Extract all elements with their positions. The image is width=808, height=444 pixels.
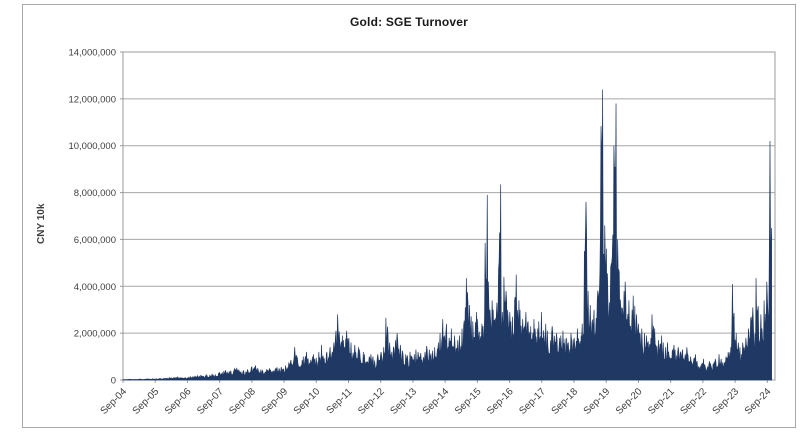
y-tick-label: 0 — [111, 376, 116, 387]
x-tick-label: Sep-21 — [646, 386, 677, 417]
x-tick-label: Sep-15 — [453, 386, 484, 417]
turnover-series — [122, 89, 772, 381]
y-tick-label: 6,000,000 — [74, 235, 116, 246]
y-tick-label: 4,000,000 — [74, 282, 116, 293]
y-tick-label: 14,000,000 — [68, 48, 116, 59]
x-tick-label: Sep-05 — [131, 386, 162, 417]
x-tick-label: Sep-20 — [614, 386, 645, 417]
x-tick-label: Sep-17 — [517, 386, 548, 417]
x-tick-label: Sep-22 — [678, 386, 709, 417]
chart-figure: Gold: SGE Turnover — [22, 4, 796, 428]
x-tick-label: Sep-24 — [743, 386, 774, 417]
x-tick-label: Sep-14 — [421, 386, 452, 417]
y-tick-label: 8,000,000 — [74, 188, 116, 199]
x-tick-label: Sep-13 — [388, 386, 419, 417]
chart-title: Gold: SGE Turnover — [349, 15, 469, 29]
x-tick-label: Sep-18 — [550, 386, 581, 417]
y-tick-label: 10,000,000 — [68, 141, 116, 152]
x-tick-label: Sep-10 — [292, 386, 323, 417]
x-tick-label: Sep-12 — [356, 386, 387, 417]
plot-border — [122, 51, 776, 381]
x-tick-label: Sep-16 — [485, 386, 516, 417]
y-tick-label: 12,000,000 — [68, 94, 116, 105]
x-tick-label: Sep-07 — [195, 386, 226, 417]
x-tick-label: Sep-19 — [582, 386, 613, 417]
x-tick-label: Sep-23 — [711, 386, 742, 417]
y-tick-label: 2,000,000 — [74, 329, 116, 340]
x-tick-label: Sep-11 — [325, 386, 355, 416]
x-tick-label: Sep-08 — [227, 386, 258, 417]
x-tick-label: Sep-06 — [163, 386, 194, 417]
x-tick-label: Sep-09 — [260, 386, 291, 417]
x-tick-label: Sep-04 — [99, 386, 130, 417]
